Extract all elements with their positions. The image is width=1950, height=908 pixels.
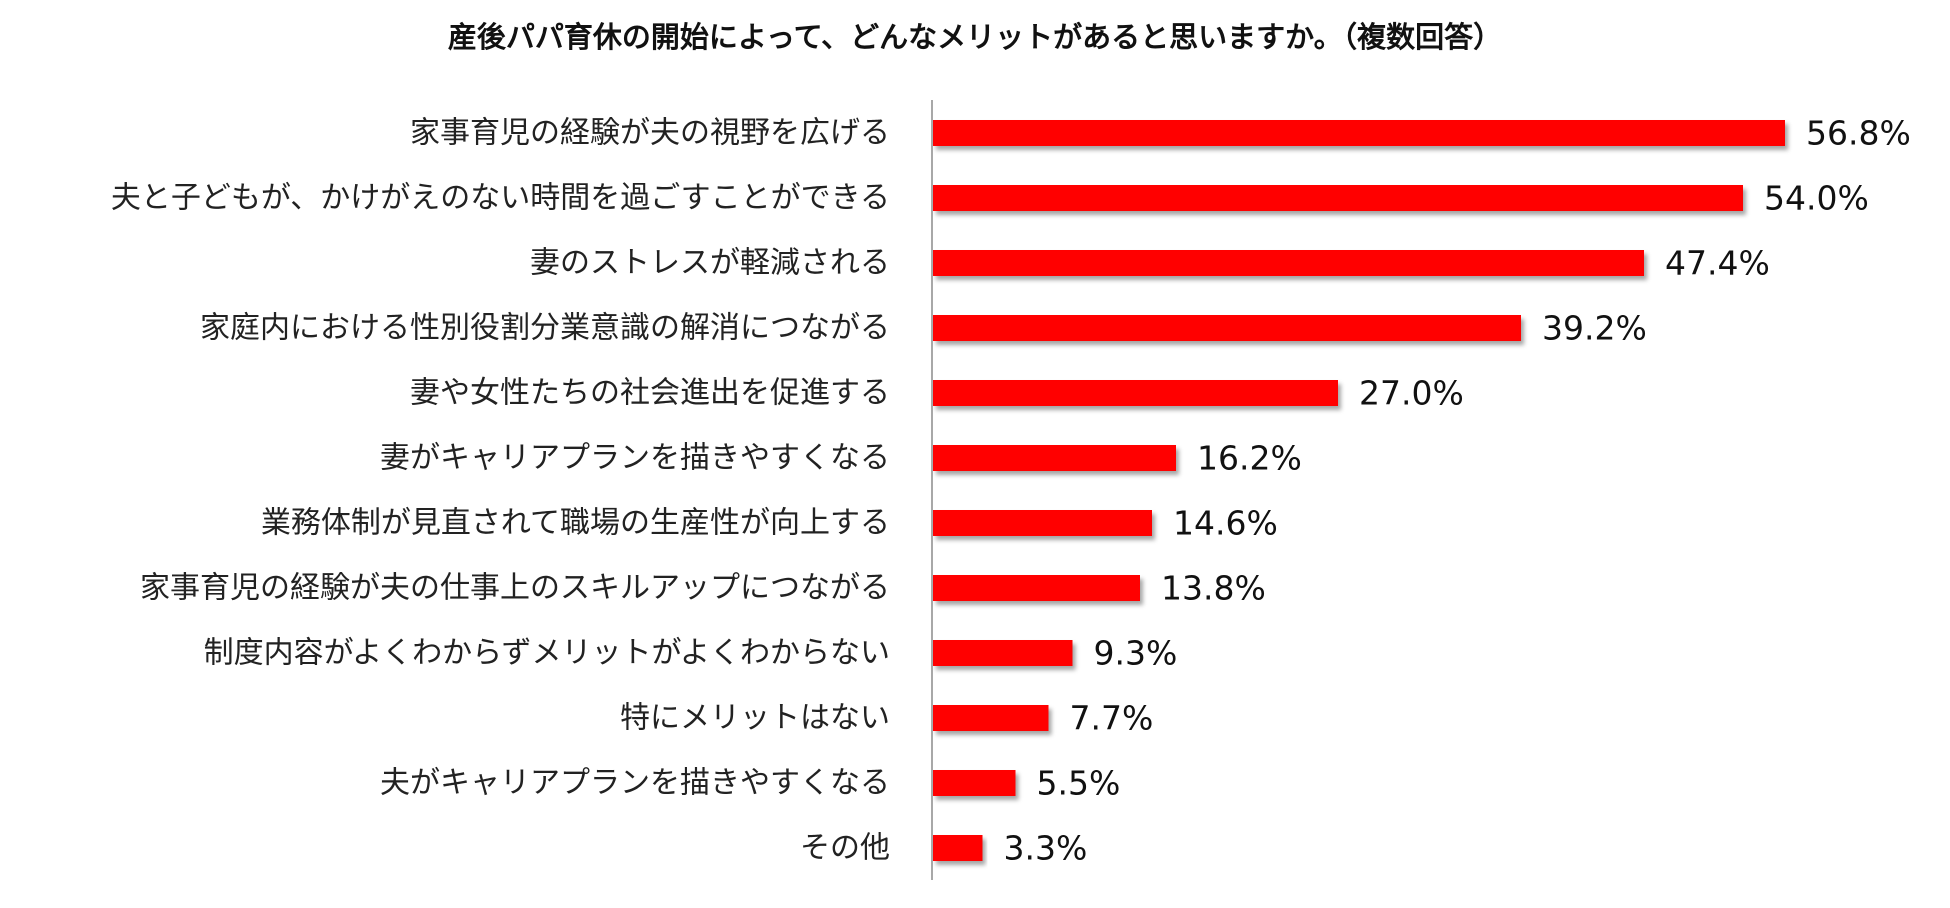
category-label-6: 妻がキャリアプランを描きやすくなる bbox=[380, 441, 890, 476]
value-label-5: 27.0% bbox=[1359, 374, 1464, 413]
bar-5 bbox=[933, 380, 1338, 406]
bar-8 bbox=[933, 575, 1140, 601]
value-label-11: 5.5% bbox=[1037, 764, 1121, 803]
category-label-12: その他 bbox=[800, 831, 890, 866]
value-label-3: 47.4% bbox=[1665, 244, 1770, 283]
value-label-7: 14.6% bbox=[1173, 504, 1278, 543]
value-label-2: 54.0% bbox=[1764, 179, 1869, 218]
value-label-8: 13.8% bbox=[1161, 569, 1266, 608]
bar-2 bbox=[933, 185, 1743, 211]
bar-6 bbox=[933, 445, 1176, 471]
value-label-4: 39.2% bbox=[1542, 309, 1647, 348]
value-label-9: 9.3% bbox=[1094, 634, 1178, 673]
category-label-1: 家事育児の経験が夫の視野を広げる bbox=[410, 116, 890, 151]
bar-9 bbox=[933, 640, 1073, 666]
category-label-11: 夫がキャリアプランを描きやすくなる bbox=[380, 766, 890, 801]
value-label-12: 3.3% bbox=[1004, 829, 1088, 868]
bar-11 bbox=[933, 770, 1016, 796]
bar-4 bbox=[933, 315, 1521, 341]
labels-layer: 家事育児の経験が夫の視野を広げる 56.8% 夫と子どもが、かけがえのない時間を過ご… bbox=[111, 114, 1911, 868]
bars-layer bbox=[933, 120, 1785, 861]
chart-title: 産後パパ育休の開始によって、どんなメリットがあると思いますか。（複数回答） bbox=[447, 20, 1503, 54]
bar-1 bbox=[933, 120, 1785, 146]
category-label-10: 特にメリットはない bbox=[620, 701, 890, 736]
category-label-3: 妻のストレスが軽減される bbox=[530, 246, 890, 281]
bar-10 bbox=[933, 705, 1049, 731]
category-label-7: 業務体制が見直されて職場の生産性が向上する bbox=[261, 506, 890, 541]
value-label-10: 7.7% bbox=[1070, 699, 1154, 738]
bar-3 bbox=[933, 250, 1644, 276]
value-label-6: 16.2% bbox=[1197, 439, 1302, 478]
category-label-9: 制度内容がよくわからずメリットがよくわからない bbox=[204, 636, 890, 671]
category-label-2: 夫と子どもが、かけがえのない時間を過ごすことができる bbox=[111, 181, 890, 216]
value-label-1: 56.8% bbox=[1806, 114, 1911, 153]
bar-7 bbox=[933, 510, 1152, 536]
bar-12 bbox=[933, 835, 983, 861]
category-label-5: 妻や女性たちの社会進出を促進する bbox=[410, 376, 890, 411]
category-label-4: 家庭内における性別役割分業意識の解消につながる bbox=[200, 311, 890, 346]
category-label-8: 家事育児の経験が夫の仕事上のスキルアップにつながる bbox=[140, 571, 890, 606]
